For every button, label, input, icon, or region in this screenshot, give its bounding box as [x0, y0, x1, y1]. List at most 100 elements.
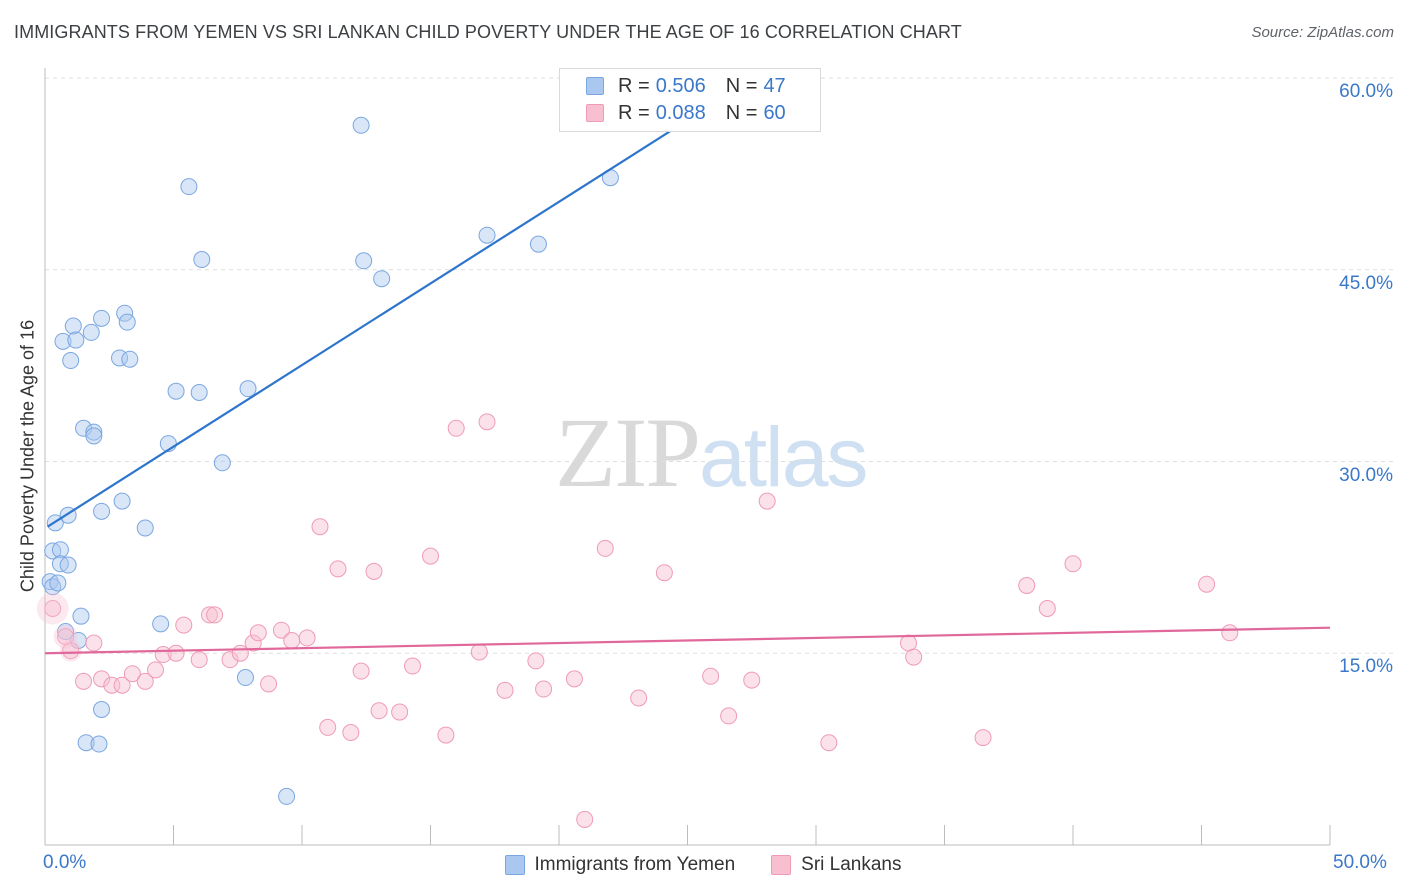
point-srilankans-59 — [1221, 624, 1239, 642]
point-srilankans-57 — [1064, 555, 1082, 573]
trend-line-yemen — [46, 119, 689, 528]
gridlines — [45, 77, 1393, 654]
point-yemen-28 — [118, 313, 136, 331]
point-yemen-24 — [93, 309, 111, 327]
point-srilankans-30 — [365, 562, 383, 580]
point-srilankans-23 — [283, 631, 301, 649]
point-srilankans-22 — [272, 621, 290, 639]
point-yemen-34 — [180, 178, 198, 196]
point-srilankans-large-1 — [53, 624, 78, 649]
point-srilankans-5 — [93, 670, 111, 688]
point-yemen-8 — [57, 623, 75, 641]
point-yemen-11 — [62, 352, 80, 370]
chart-title: IMMIGRANTS FROM YEMEN VS SRI LANKAN CHIL… — [14, 22, 962, 42]
point-srilankans-19 — [244, 634, 262, 652]
point-srilankans-12 — [167, 644, 185, 662]
trend-line-srilankans — [44, 626, 1331, 655]
r-value-srilankans: 0.088 — [655, 101, 706, 124]
point-srilankans-16 — [206, 606, 224, 624]
point-srilankans-31 — [370, 702, 388, 720]
point-yemen-40 — [278, 787, 296, 805]
legend-swatch-yemen — [586, 77, 604, 95]
point-yemen-44 — [478, 226, 496, 244]
point-srilankans-27 — [329, 560, 347, 578]
point-yemen-31 — [152, 615, 170, 633]
point-yemen-5 — [51, 541, 69, 559]
y-axis-label: Child Poverty Under the Age of 16 — [17, 319, 38, 593]
point-srilankans-large-2 — [59, 639, 82, 662]
n-value-yemen: 47 — [763, 74, 786, 97]
point-srilankans-25 — [311, 518, 329, 536]
point-srilankans-33 — [404, 657, 422, 675]
series-name-srilankans: Sri Lankans — [801, 854, 902, 875]
point-srilankans-55 — [1018, 576, 1036, 594]
watermark-atlas: atlas — [699, 410, 868, 504]
x-tick-label-max: 50.0% — [1333, 852, 1387, 873]
point-srilankans-28 — [342, 724, 360, 742]
point-srilankans-2 — [62, 642, 80, 660]
point-srilankans-4 — [85, 634, 103, 652]
r-label: R = — [618, 101, 650, 124]
point-yemen-26 — [113, 492, 131, 510]
point-srilankans-18 — [231, 644, 249, 662]
point-srilankans-58 — [1198, 575, 1216, 593]
point-srilankans-39 — [496, 681, 514, 699]
point-srilankans-3 — [75, 672, 93, 690]
point-srilankans-46 — [655, 564, 673, 582]
y-tick-label-15: 15.0% — [1339, 656, 1393, 678]
point-srilankans-53 — [905, 648, 923, 666]
point-srilankans-7 — [113, 676, 131, 694]
legend-swatch-srilankans — [586, 104, 604, 122]
series-legend: Immigrants from Yemen Sri Lankans — [0, 852, 1406, 878]
point-srilankans-8 — [123, 665, 141, 683]
point-srilankans-42 — [565, 670, 583, 688]
point-yemen-21 — [90, 735, 108, 753]
point-yemen-33 — [167, 382, 185, 400]
point-yemen-18 — [82, 323, 100, 341]
point-srilankans-9 — [136, 672, 154, 690]
point-srilankans-50 — [758, 492, 776, 510]
point-srilankans-48 — [720, 707, 738, 725]
point-srilankans-29 — [352, 662, 370, 680]
series-legend-item-yemen[interactable]: Immigrants from Yemen — [504, 854, 736, 876]
point-yemen-13 — [67, 331, 85, 349]
stats-legend: R = 0.506 N = 47 R = 0.088 N = 60 — [559, 68, 821, 132]
n-label: N = — [725, 101, 758, 124]
point-srilankans-6 — [103, 676, 121, 694]
source-label: Source: ZipAtlas.com — [1251, 24, 1394, 41]
point-srilankans-35 — [437, 726, 455, 744]
point-yemen-42 — [355, 252, 373, 270]
point-yemen-19 — [85, 423, 103, 441]
point-srilankans-14 — [190, 651, 208, 669]
point-yemen-43 — [373, 270, 391, 288]
point-yemen-37 — [213, 454, 231, 472]
point-yemen-29 — [121, 350, 139, 368]
x-tick-label-min: 0.0% — [43, 852, 87, 873]
point-srilankans-47 — [702, 667, 720, 685]
point-srilankans-51 — [820, 734, 838, 752]
trend-lines — [44, 119, 1331, 655]
r-label: R = — [618, 74, 650, 97]
data-points — [36, 116, 1239, 828]
point-srilankans-49 — [743, 671, 761, 689]
y-tick-label-30: 30.0% — [1339, 464, 1393, 486]
point-yemen-10 — [59, 556, 77, 574]
series-swatch-yemen — [504, 855, 525, 875]
point-yemen-17 — [77, 734, 95, 752]
point-srilankans-24 — [298, 629, 316, 647]
stats-legend-row-yemen: R = 0.506 N = 47 — [586, 73, 786, 99]
series-name-yemen: Immigrants from Yemen — [534, 854, 736, 875]
series-legend-item-srilankans[interactable]: Sri Lankans — [771, 854, 901, 876]
point-yemen-45 — [529, 235, 547, 253]
stats-legend-row-srilankans: R = 0.088 N = 60 — [586, 100, 786, 126]
point-yemen-39 — [239, 380, 257, 398]
n-value-srilankans: 60 — [763, 101, 786, 124]
watermark: ZIPatlas — [555, 402, 868, 507]
point-srilankans-44 — [596, 539, 614, 557]
point-srilankans-20 — [249, 624, 267, 642]
point-srilankans-37 — [470, 643, 488, 661]
watermark-zip: ZIP — [555, 397, 701, 508]
point-yemen-22 — [93, 700, 111, 718]
point-srilankans-15 — [200, 606, 218, 624]
point-yemen-12 — [64, 317, 82, 335]
